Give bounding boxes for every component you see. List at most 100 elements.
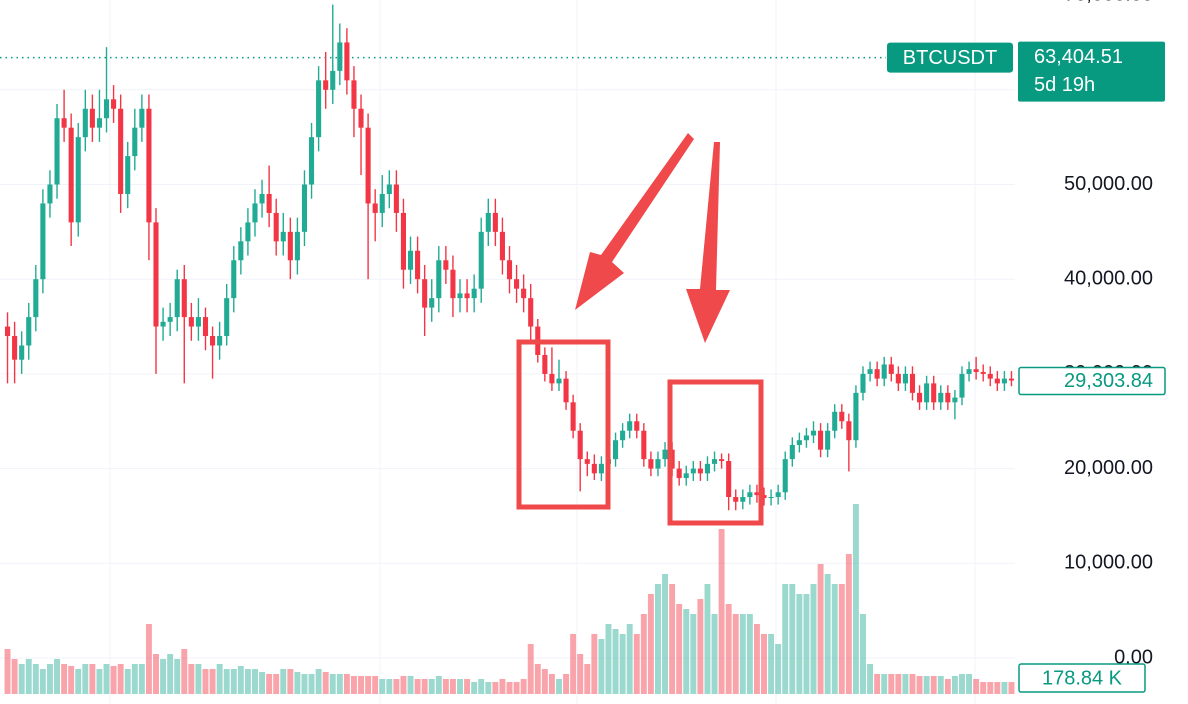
candle-body: [330, 70, 336, 90]
candle-body: [478, 231, 484, 289]
volume-bar: [732, 614, 739, 694]
candle-body: [89, 108, 95, 128]
volume-bar: [287, 669, 294, 694]
volume-bar: [548, 674, 555, 694]
volume-bar: [386, 679, 393, 694]
candle-body: [68, 127, 74, 223]
candle-body: [874, 369, 880, 379]
candle-body: [160, 321, 166, 327]
volume-bar: [591, 634, 598, 694]
candle-body: [726, 461, 732, 498]
volume-bar: [570, 634, 577, 694]
candle-body: [1001, 378, 1007, 384]
candle-body: [47, 184, 53, 204]
axis-labels: BTCUSDT 63,404.51 5d 19h 29,303.84 178.84 K: [887, 41, 1166, 693]
candle-body: [485, 212, 491, 232]
candle-body: [931, 383, 937, 403]
volume-bar: [909, 674, 916, 694]
candle-body: [613, 440, 619, 460]
volume-bar: [831, 584, 838, 694]
volume-bar: [110, 666, 117, 694]
volume-bar: [881, 674, 888, 694]
volume-bar: [612, 629, 619, 694]
volume-bar: [365, 676, 372, 694]
volume-bar: [188, 664, 195, 694]
volume-bar: [322, 672, 329, 694]
volume-bar: [358, 676, 365, 694]
last-volume-label: 178.84 K: [1042, 667, 1123, 689]
candle-body: [450, 269, 456, 299]
candle-body: [789, 444, 795, 460]
volume-bar: [888, 674, 895, 694]
candle-body: [429, 298, 435, 308]
candle-body: [492, 212, 498, 232]
candle-body: [881, 364, 887, 379]
volume-bar: [782, 584, 789, 694]
candle-body: [987, 373, 993, 379]
volume-bar: [796, 594, 803, 694]
candle-body: [103, 99, 110, 119]
volume-bar: [810, 584, 817, 694]
candle-body: [909, 373, 916, 393]
volume-bar: [478, 679, 485, 694]
arrow: [575, 133, 694, 310]
volume-bar: [725, 604, 732, 694]
candle-body: [514, 279, 520, 289]
candle-body: [641, 430, 647, 460]
candle-body: [111, 99, 117, 109]
volume-bar: [329, 674, 336, 694]
candle-body: [202, 317, 209, 337]
volume-bar: [973, 679, 980, 694]
candle-body: [33, 279, 39, 318]
volume-bar: [32, 664, 39, 694]
volume-bar: [252, 669, 258, 694]
volume-bar: [633, 634, 640, 694]
volume-bar: [563, 674, 570, 694]
volume-bar: [266, 674, 273, 694]
candle-body: [499, 231, 505, 261]
volume-bar: [867, 664, 874, 694]
candle-body: [443, 260, 449, 270]
candle-body: [464, 293, 470, 299]
candle-body: [634, 421, 640, 431]
candle-body: [662, 449, 668, 460]
candle-body: [980, 372, 986, 374]
candle-body: [372, 203, 378, 213]
candle-body: [796, 440, 802, 445]
compare-countdown: 5d 19h: [1034, 74, 1095, 96]
volume-bar: [485, 682, 492, 694]
volume-bar: [89, 664, 96, 694]
volume-bar: [980, 682, 987, 694]
candle-body: [832, 411, 838, 431]
candle-body: [719, 459, 725, 462]
candle-body: [676, 468, 682, 479]
candle-body: [174, 279, 180, 318]
volume-bar: [407, 676, 414, 694]
candle-body: [231, 260, 237, 299]
candle-body: [938, 392, 944, 403]
candle-body: [867, 369, 873, 374]
candle-body: [82, 108, 88, 138]
candle-body: [917, 392, 923, 403]
candle-body: [690, 468, 696, 474]
volume-bar: [428, 679, 435, 694]
volume-bar: [711, 614, 718, 694]
volume-bar: [103, 664, 110, 694]
candle-body: [839, 411, 845, 422]
highlight-box: [516, 339, 611, 510]
volume-bar: [753, 624, 760, 694]
volume-bar: [315, 669, 322, 694]
candle-body: [118, 108, 124, 194]
volume-bar: [789, 584, 796, 694]
candle-body: [308, 137, 315, 185]
volume-bar: [457, 679, 463, 694]
candle-body: [973, 369, 979, 373]
volume-bar: [181, 649, 188, 694]
volume-bars: [4, 504, 1015, 694]
volume-bar: [647, 594, 654, 694]
volume-bar: [676, 604, 683, 694]
volume-bar: [683, 609, 690, 694]
candle-body: [648, 459, 654, 469]
compare-symbol-box: [887, 42, 1013, 73]
volume-bar: [598, 639, 605, 694]
